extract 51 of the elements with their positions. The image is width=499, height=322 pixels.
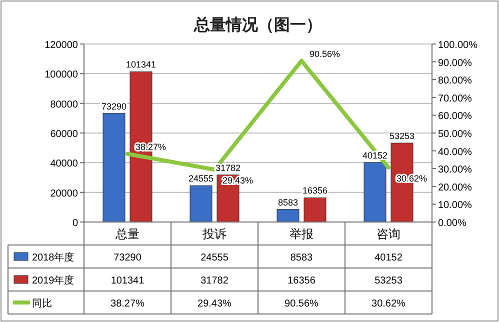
bar [276, 209, 300, 222]
y2-tick-label: 90.00% [438, 58, 472, 69]
x-tick-label: 咨询 [376, 227, 400, 241]
data-label: 53253 [374, 276, 403, 286]
data-label: 38.27% [110, 298, 145, 310]
data-label: 73290 [114, 252, 142, 264]
data-label: 8583 [290, 252, 314, 264]
text: 16356 [302, 186, 328, 196]
y2-tick-label: 80.00% [438, 76, 472, 87]
data-label: 16356 [288, 276, 316, 286]
data-label: 101341 [110, 276, 145, 286]
text: 53253 [389, 131, 415, 142]
x-tick-label: 投诉 [202, 227, 226, 241]
bar [102, 113, 126, 222]
text: 101341 [126, 60, 156, 70]
text: 8583 [278, 197, 298, 208]
y-tick-label: 40000 [50, 158, 78, 170]
text: 24555 [188, 174, 214, 184]
text: 73290 [101, 101, 127, 112]
y-tick-label: 80000 [50, 99, 78, 110]
y2-tick-label: 100.00% [438, 40, 478, 51]
legend-label: 2018年度 [32, 252, 74, 264]
legend-label: 2019年度 [32, 274, 74, 286]
y2-tick-label: 30.00% [438, 164, 472, 176]
y2-tick-label: 60.00% [438, 111, 472, 122]
y2-tick-label: 10.00% [438, 200, 472, 212]
y-tick-label: 0 [72, 218, 78, 229]
y2-tick-label: 40.00% [438, 146, 472, 158]
y-tick-label: 120000 [44, 40, 78, 51]
y-tick-label: 60000 [50, 129, 78, 140]
x-tick-label: 举报 [290, 227, 314, 241]
chart-title: 总量情况（图一） [193, 16, 322, 34]
line-series [126, 58, 390, 172]
y-tick-label: 20000 [50, 188, 78, 200]
y2-tick-label: 20.00% [438, 182, 472, 194]
data-label: 30.62% [372, 298, 406, 310]
data-label: 31782 [200, 276, 229, 286]
data-label: 24555 [200, 252, 229, 264]
bar [304, 197, 326, 222]
data-label: 90.56% [284, 298, 319, 310]
x-tick-label: 总量 [114, 227, 140, 241]
text: 90.56% [310, 48, 340, 59]
y-tick-label: 100000 [44, 70, 78, 81]
bar [190, 185, 212, 222]
y2-tick-label: 0.00% [438, 218, 466, 229]
y2-tick-label: 70.00% [438, 93, 472, 104]
y2-tick-label: 50.00% [438, 129, 472, 140]
legend-label: 同比 [32, 298, 52, 310]
bar [364, 162, 386, 222]
data-label: 29.43% [198, 298, 232, 310]
data-label: 40152 [374, 252, 403, 264]
